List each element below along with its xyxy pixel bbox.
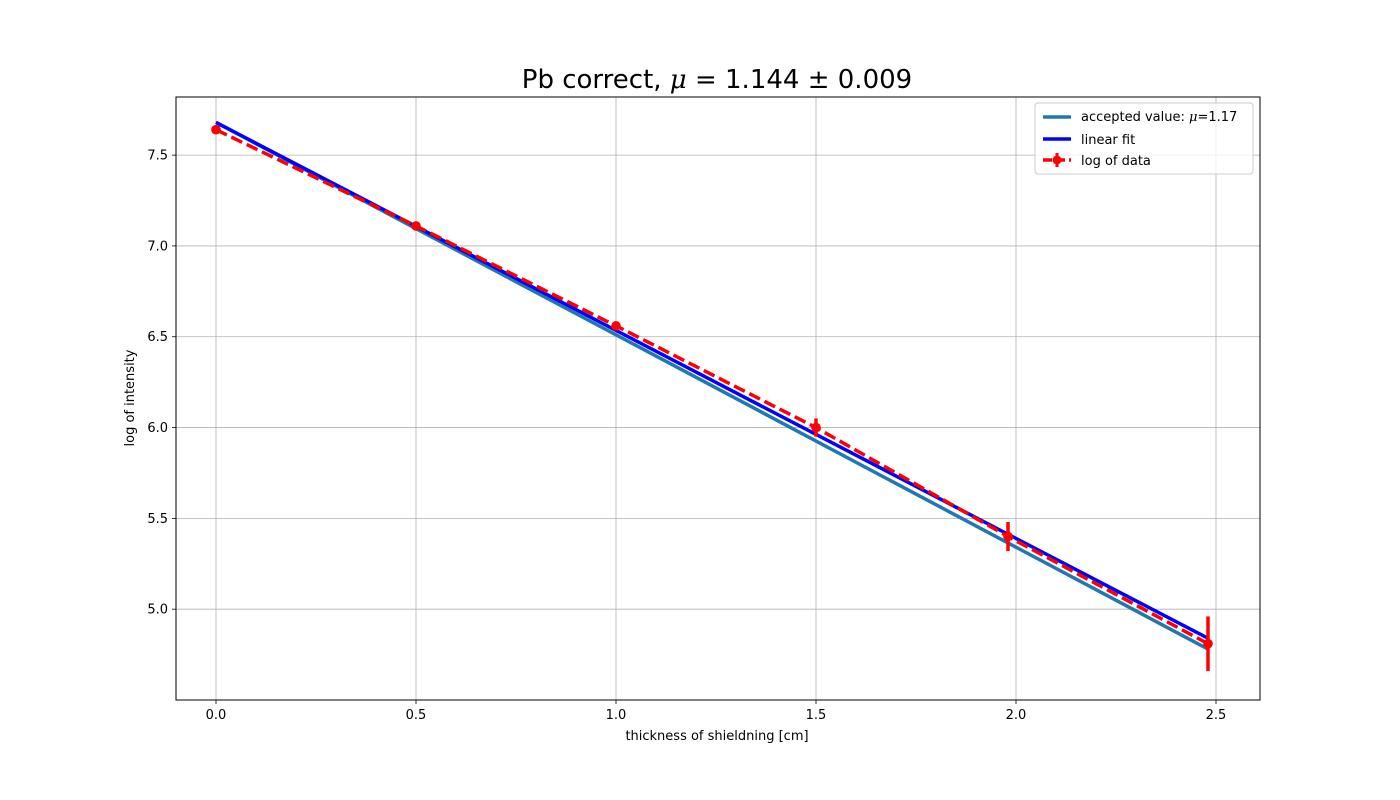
legend-accepted-suffix: =1.17 [1197,110,1237,125]
grid [176,97,1260,700]
linear-fit-line [215,120,1209,640]
x-tick-label: 2.5 [1206,708,1227,723]
legend: accepted value: μ=1.17 linear fit log of… [1034,102,1254,175]
log-of-data-line [215,128,1209,646]
data-point [211,124,221,135]
x-tick-label: 0.5 [406,708,427,723]
y-axis-label: log of intensity [123,349,138,446]
legend-accepted-symbol: μ [1189,110,1197,125]
y-tick-label: 7.5 [147,149,168,164]
legend-label-log-of-data: log of data [1081,154,1151,169]
chart-title-relation: = 1.144 ± 0.009 [687,65,913,95]
legend-box [1034,102,1254,175]
series-layer [211,120,1213,671]
legend-label-accepted: accepted value: μ=1.17 [1081,110,1237,125]
x-tick-label: 1.5 [806,708,827,723]
x-tick-label: 2.0 [1006,708,1027,723]
data-point [611,321,621,331]
x-axis-label: thickness of shieldning [cm] [625,729,808,744]
data-point [811,422,821,433]
y-tick-label: 7.0 [147,239,168,254]
legend-accepted-text: accepted value: [1081,110,1189,125]
legend-marker-log-of-data [1052,155,1062,165]
data-point [1003,531,1013,542]
chart-title: Pb correct, μ = 1.144 ± 0.009 [522,65,912,95]
x-tick-label: 1.0 [606,708,627,723]
y-tick-label: 6.0 [147,421,168,436]
x-tick-label: 0.0 [206,708,227,723]
ticks: 0.0 0.5 1.0 1.5 2.0 2.5 5.0 5.5 6.0 6.5 7.0 7.5 [147,149,1226,723]
data-point [1203,638,1213,649]
plot-frame [175,96,1261,701]
y-tick-label: 6.5 [147,330,168,345]
chart-title-prefix: Pb correct, [522,65,670,95]
data-point [411,221,421,231]
y-tick-label: 5.5 [147,512,168,527]
legend-label-linear-fit: linear fit [1081,133,1135,148]
chart-title-symbol: μ [670,65,687,95]
y-tick-label: 5.0 [147,603,168,618]
